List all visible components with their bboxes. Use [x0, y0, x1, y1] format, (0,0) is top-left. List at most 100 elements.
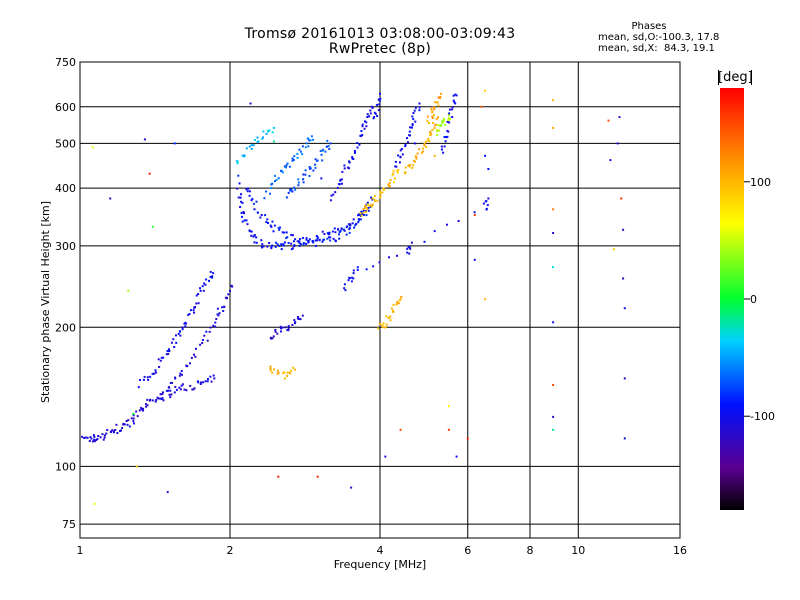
echo-point: [141, 409, 144, 412]
echo-point: [350, 486, 353, 489]
echo-point: [281, 171, 284, 174]
echo-point: [609, 159, 612, 162]
echo-point: [271, 244, 274, 247]
echo-point: [140, 406, 143, 409]
echo-point: [408, 165, 411, 168]
echo-point: [286, 371, 289, 374]
echo-point: [437, 104, 440, 107]
echo-point: [181, 326, 184, 329]
echo-point: [179, 372, 182, 375]
echo-point: [167, 389, 170, 392]
echo-point: [406, 247, 409, 250]
echo-point: [270, 183, 273, 186]
echo-point: [135, 465, 138, 468]
echo-point: [298, 238, 301, 241]
echo-point: [97, 435, 100, 437]
echo-point: [245, 188, 248, 191]
x-tick-label: 4: [377, 544, 384, 557]
echo-point: [175, 334, 177, 337]
echo-point: [302, 242, 305, 245]
echo-point: [218, 312, 221, 315]
echo-point: [383, 326, 386, 329]
echo-point: [394, 165, 397, 168]
echo-point: [272, 230, 275, 233]
echo-point: [325, 145, 328, 148]
echo-point: [178, 386, 181, 389]
echo-point: [246, 223, 249, 226]
echo-point: [364, 207, 367, 210]
echo-point: [552, 99, 555, 102]
echo-point: [432, 106, 435, 109]
echo-point: [350, 280, 353, 283]
echo-point: [96, 438, 99, 440]
echo-point: [423, 144, 426, 147]
phase-stats-title: Phases: [631, 21, 667, 32]
echo-point: [88, 440, 91, 442]
echo-point: [323, 233, 326, 235]
echo-point: [291, 157, 294, 160]
echo-point: [399, 156, 402, 159]
echo-point: [428, 122, 430, 124]
echo-point: [399, 149, 402, 152]
echo-point: [289, 372, 292, 375]
echo-point: [143, 375, 146, 378]
echo-point: [275, 178, 278, 181]
echo-point: [552, 232, 555, 234]
echo-point: [616, 142, 619, 145]
echo-point: [388, 316, 391, 319]
x-tick-labels: 1 2 4 6 8 10 16: [77, 544, 688, 557]
echo-point: [280, 330, 282, 333]
echo-point: [260, 246, 263, 249]
echo-point: [372, 265, 375, 268]
echo-point: [346, 166, 349, 169]
echo-point: [329, 239, 332, 242]
echo-point: [390, 307, 393, 310]
echo-point: [126, 423, 129, 426]
echo-point: [382, 187, 385, 190]
echo-point: [265, 133, 268, 135]
echo-point: [135, 410, 138, 413]
echo-point: [305, 242, 308, 245]
echo-point: [278, 228, 281, 231]
echo-point: [362, 211, 365, 214]
echo-point: [236, 160, 239, 163]
echo-point: [195, 347, 197, 350]
echo-point: [374, 194, 376, 197]
echo-point: [146, 404, 149, 407]
echo-point: [329, 142, 332, 145]
echo-point: [444, 123, 447, 126]
echo-point: [372, 117, 375, 120]
echo-point: [212, 272, 215, 275]
echo-point: [174, 385, 177, 388]
echo-point: [89, 436, 92, 439]
echo-point: [188, 313, 191, 315]
echo-point: [452, 99, 455, 102]
echo-point: [364, 211, 367, 213]
colorbar-tick-label: -100: [750, 410, 775, 423]
echo-point: [423, 240, 426, 243]
echo-point: [146, 376, 149, 379]
echo-point: [622, 277, 625, 280]
echo-point: [414, 106, 417, 109]
echo-point: [367, 209, 370, 212]
echo-point: [171, 381, 173, 384]
echo-point: [250, 230, 253, 233]
echo-point: [443, 145, 446, 148]
echo-point: [287, 191, 290, 194]
echo-point: [212, 374, 215, 377]
echo-point: [237, 196, 240, 199]
echo-point: [112, 430, 115, 433]
echo-point: [356, 266, 359, 269]
echo-point: [328, 147, 331, 150]
echo-point: [297, 318, 300, 320]
echo-point: [252, 202, 255, 205]
echo-point: [485, 208, 488, 211]
echo-point: [211, 275, 214, 278]
echo-point: [329, 236, 332, 239]
echo-point: [387, 316, 390, 319]
echo-point: [210, 380, 213, 383]
echo-point: [209, 270, 212, 273]
echo-point: [159, 359, 162, 362]
echo-point: [451, 106, 454, 109]
echo-point: [552, 126, 555, 129]
